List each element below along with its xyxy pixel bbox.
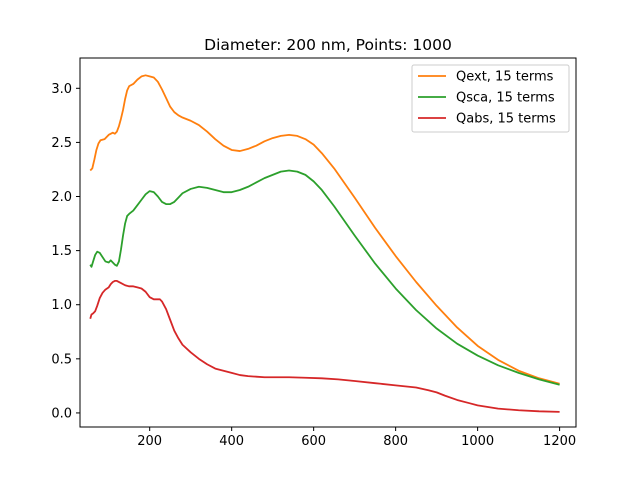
y-tick-label: 2.0 bbox=[51, 190, 72, 205]
legend-frame bbox=[411, 64, 570, 133]
x-tick-label: 1000 bbox=[461, 434, 494, 449]
series-line-0 bbox=[89, 74, 560, 385]
series-line-2 bbox=[89, 280, 560, 413]
x-axis-ticks: 200 400 600 800 1000 1200 bbox=[137, 427, 576, 449]
y-tick-label: 2.5 bbox=[51, 136, 72, 151]
x-tick-label: 800 bbox=[383, 434, 408, 449]
x-tick-label: 400 bbox=[219, 434, 244, 449]
y-axis-ticks: 0.0 0.5 1.0 1.5 2.0 2.5 3.0 bbox=[51, 82, 80, 421]
plot-area bbox=[79, 57, 577, 428]
y-tick-label: 3.0 bbox=[51, 82, 72, 97]
y-tick-label: 1.0 bbox=[51, 298, 72, 313]
legend-label-1: Qsca, 15 terms bbox=[456, 91, 555, 106]
y-tick-label: 1.5 bbox=[51, 244, 72, 259]
series-layer bbox=[89, 74, 560, 413]
legend-label-0: Qext, 15 terms bbox=[456, 70, 554, 85]
series-line-1 bbox=[89, 169, 560, 386]
legend-entries: Qext, 15 terms Qsca, 15 terms Qabs, 15 ter… bbox=[418, 70, 556, 127]
x-tick-label: 200 bbox=[137, 434, 162, 449]
y-tick-label: 0.5 bbox=[51, 352, 72, 367]
y-tick-label: 0.0 bbox=[51, 406, 72, 421]
x-tick-label: 1200 bbox=[543, 434, 576, 449]
legend-label-2: Qabs, 15 terms bbox=[456, 112, 556, 127]
chart-title: Diameter: 200 nm, Points: 1000 bbox=[204, 36, 452, 54]
x-tick-label: 600 bbox=[301, 434, 326, 449]
legend: Qext, 15 terms Qsca, 15 terms Qabs, 15 ter… bbox=[411, 64, 570, 133]
